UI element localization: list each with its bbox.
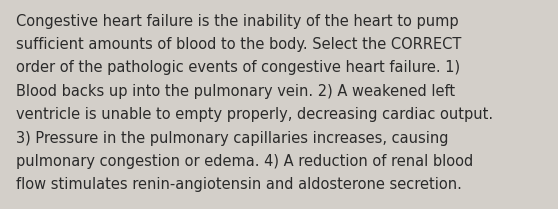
Text: 3) Pressure in the pulmonary capillaries increases, causing: 3) Pressure in the pulmonary capillaries… bbox=[16, 131, 448, 146]
Text: flow stimulates renin-angiotensin and aldosterone secretion.: flow stimulates renin-angiotensin and al… bbox=[16, 177, 461, 192]
Text: ventricle is unable to empty properly, decreasing cardiac output.: ventricle is unable to empty properly, d… bbox=[16, 107, 493, 122]
Text: order of the pathologic events of congestive heart failure. 1): order of the pathologic events of conges… bbox=[16, 60, 460, 75]
Text: Blood backs up into the pulmonary vein. 2) A weakened left: Blood backs up into the pulmonary vein. … bbox=[16, 84, 455, 99]
Text: Congestive heart failure is the inability of the heart to pump: Congestive heart failure is the inabilit… bbox=[16, 14, 458, 29]
Text: sufficient amounts of blood to the body. Select the CORRECT: sufficient amounts of blood to the body.… bbox=[16, 37, 461, 52]
Text: pulmonary congestion or edema. 4) A reduction of renal blood: pulmonary congestion or edema. 4) A redu… bbox=[16, 154, 473, 169]
